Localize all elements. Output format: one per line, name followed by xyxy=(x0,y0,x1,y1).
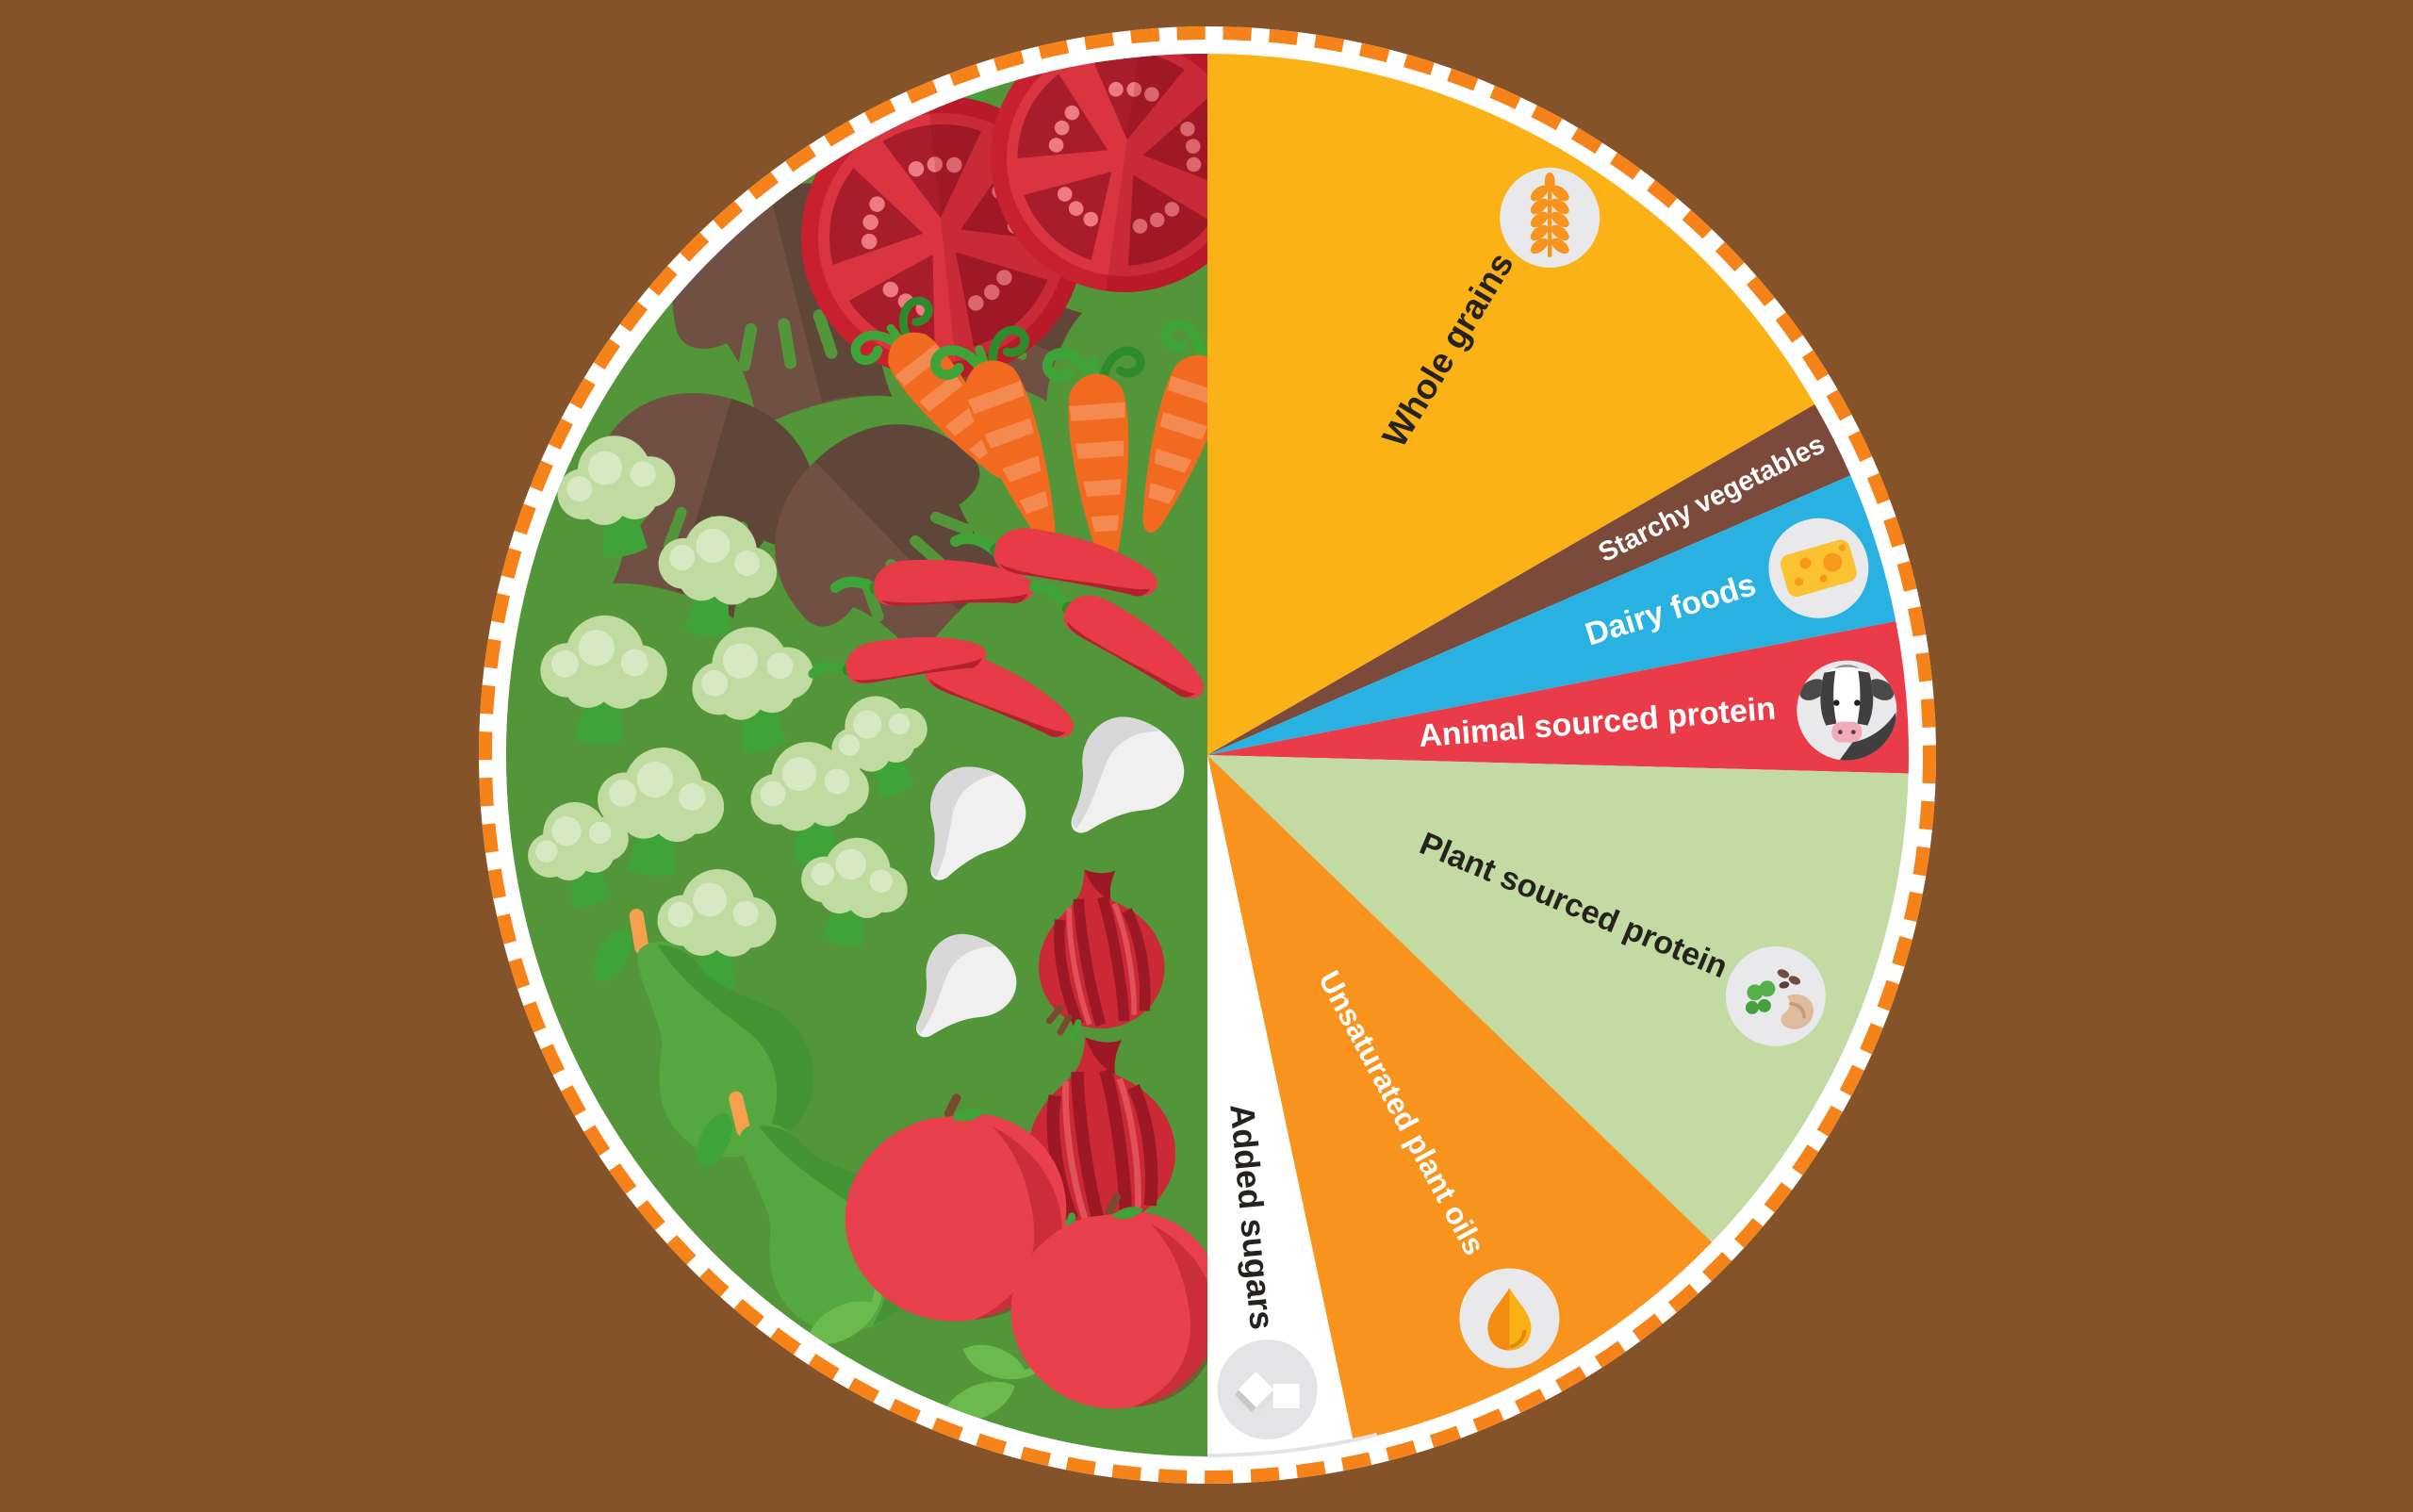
chili-pepper-illustration xyxy=(1029,581,1205,698)
broccoli-illustration xyxy=(540,615,667,745)
broccoli-illustration xyxy=(557,436,676,558)
broccoli-illustration xyxy=(831,696,927,798)
fruits-and-vegetables-illustration xyxy=(506,54,1207,1456)
segment-starchy-vegetables xyxy=(1207,404,1851,755)
carrot-illustration xyxy=(1142,320,1207,533)
broccoli-illustration xyxy=(801,837,908,946)
garlic-illustration xyxy=(1071,716,1185,833)
chili-pepper-illustration xyxy=(808,636,987,683)
apple-illustration xyxy=(1010,1192,1207,1409)
broccoli-illustration xyxy=(598,748,725,877)
beans-and-peas-icon xyxy=(1725,945,1826,1046)
segment-added-sugars xyxy=(1207,755,1354,1456)
chili-pepper-illustration xyxy=(949,528,1157,597)
segment-unsaturated-plant-oils xyxy=(1207,755,1713,1441)
cow-face-icon xyxy=(1796,660,1899,764)
segment-dairy-foods xyxy=(1207,475,1896,755)
oil-drop-icon xyxy=(1459,1268,1560,1369)
sugar-cubes-icon xyxy=(1217,1339,1318,1439)
broccoli-illustration xyxy=(692,627,813,753)
garlic-illustration xyxy=(930,766,1026,880)
chili-pepper-illustration xyxy=(829,559,1034,606)
broccoli-illustration xyxy=(528,802,629,909)
carrot-illustration xyxy=(929,325,1056,543)
plate-edge-shadow xyxy=(1194,1432,1378,1457)
pear-illustration xyxy=(593,908,814,1158)
tomato-illustration xyxy=(990,54,1207,293)
segment-plant-sourced-protein xyxy=(1207,755,1909,1242)
segment-animal-sourced-protein xyxy=(1207,621,1909,774)
carrot-illustration xyxy=(1042,346,1145,566)
broccoli-illustration xyxy=(750,742,869,863)
red-onion-illustration xyxy=(1039,869,1165,1043)
mushroom-illustration xyxy=(775,424,1013,664)
wheat-ear-icon xyxy=(1500,167,1600,268)
broccoli-illustration xyxy=(658,516,778,636)
dashed-cut-border xyxy=(479,26,1936,1484)
segment-icons xyxy=(1217,167,1900,1439)
broccoli-illustration xyxy=(657,869,777,991)
segment-whole-grains xyxy=(1207,54,1815,755)
cheese-wedge-icon xyxy=(1768,518,1869,618)
garlic-illustration xyxy=(916,933,1017,1038)
